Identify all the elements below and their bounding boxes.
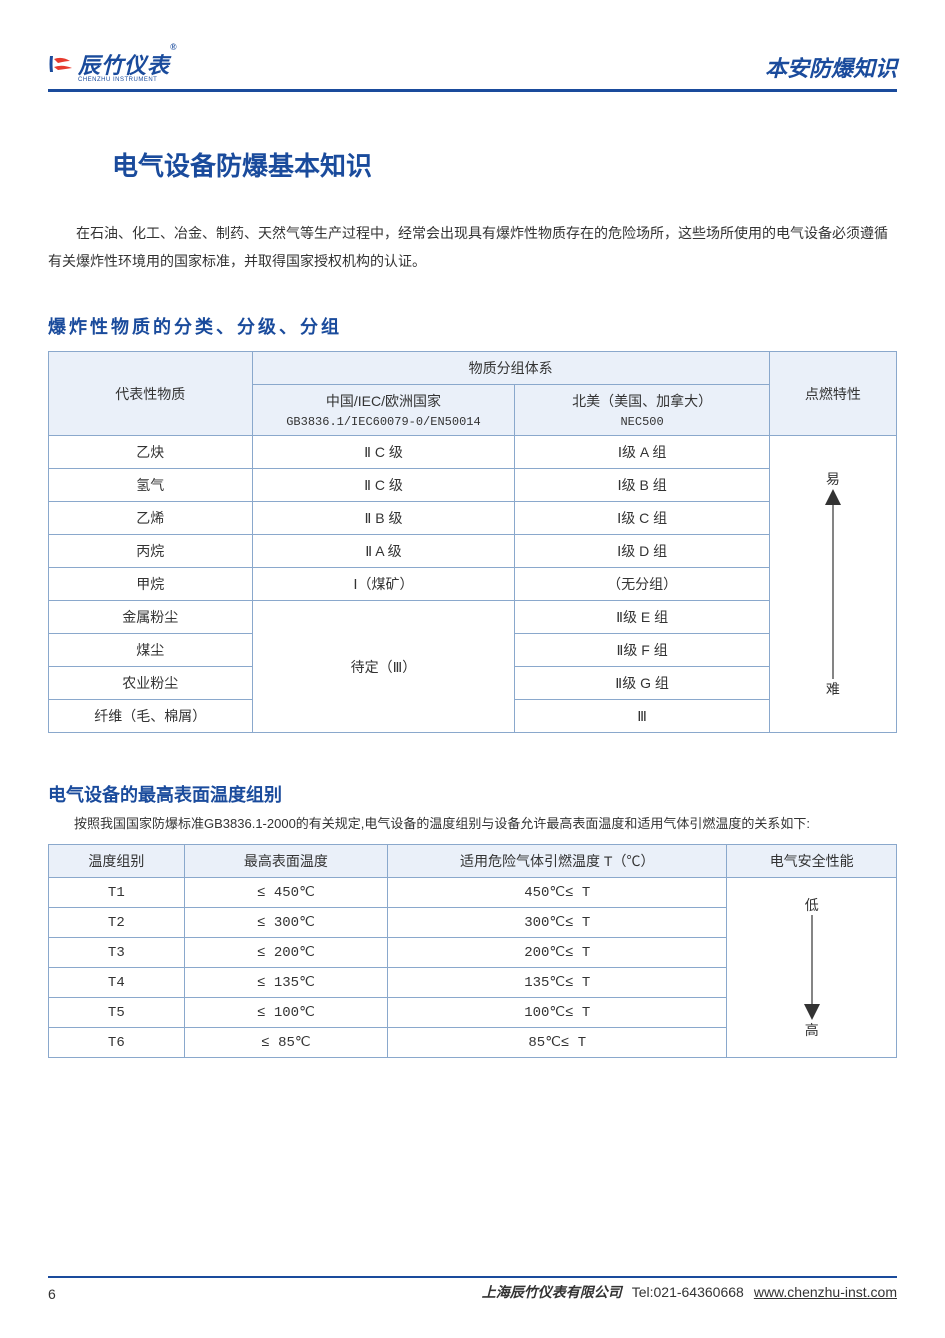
th-temp-group: 温度组别 [49, 845, 185, 878]
footer-url[interactable]: www.chenzhu-inst.com [754, 1284, 897, 1300]
page-footer: 6 上海辰竹仪表有限公司 Tel:021-64360668 www.chenzh… [48, 1276, 897, 1302]
up-arrow-icon [823, 489, 843, 679]
table-row: T1 ≤ 450℃ 450℃≤ T 低 高 [49, 878, 897, 908]
th-max-temp: 最高表面温度 [184, 845, 388, 878]
logo-registered: ® [170, 42, 178, 52]
th-cn-iec-sub: GB3836.1/IEC60079-0/EN50014 [257, 415, 511, 429]
th-safety: 电气安全性能 [727, 845, 897, 878]
th-na-sub: NEC500 [519, 415, 764, 429]
ignition-arrow-cell: 易 难 [769, 436, 896, 733]
section1-title: 爆炸性物质的分类、分级、分组 [48, 313, 897, 339]
th-gas-ignite: 适用危险气体引燃温度 T（℃） [388, 845, 727, 878]
table-row: 乙炔 Ⅱ C 级 Ⅰ级 A 组 易 难 [49, 436, 897, 469]
classification-table: 代表性物质 物质分组体系 点燃特性 中国/IEC/欧洲国家 GB3836.1/I… [48, 351, 897, 733]
temperature-table: 温度组别 最高表面温度 适用危险气体引燃温度 T（℃） 电气安全性能 T1 ≤ … [48, 844, 897, 1058]
section2-title: 电气设备的最高表面温度组别 [48, 781, 897, 807]
page-title: 电气设备防爆基本知识 [112, 146, 897, 183]
th-cn-iec: 中国/IEC/欧洲国家 GB3836.1/IEC60079-0/EN50014 [252, 385, 515, 436]
safety-arrow-cell: 低 高 [727, 878, 897, 1058]
dust-pending-cell: 待定（Ⅲ） [252, 601, 515, 733]
down-arrow-icon [802, 915, 822, 1020]
section2-note: 按照我国国家防爆标准GB3836.1-2000的有关规定,电气设备的温度组别与设… [48, 813, 897, 832]
safety-low-label: 低 [729, 895, 894, 915]
logo-text: 辰竹仪表® [78, 53, 178, 78]
page-number: 6 [48, 1286, 56, 1302]
th-substance: 代表性物质 [49, 352, 253, 436]
ignite-easy-label: 易 [772, 469, 894, 489]
intro-paragraph: 在石油、化工、冶金、制药、天然气等生产过程中，经常会出现具有爆炸性物质存在的危险… [48, 219, 897, 275]
th-group-system: 物质分组体系 [252, 352, 769, 385]
page-header: 辰竹仪表® CHENZHU INSTRUMENT 本安防爆知识 [48, 48, 897, 92]
ignite-hard-label: 难 [772, 679, 894, 699]
logo-mark-icon [48, 53, 74, 75]
footer-company: 上海辰竹仪表有限公司 [482, 1282, 622, 1302]
th-ignition: 点燃特性 [769, 352, 896, 436]
footer-tel: Tel:021-64360668 [632, 1284, 744, 1300]
header-category-title: 本安防爆知识 [765, 51, 897, 83]
safety-high-label: 高 [729, 1020, 894, 1040]
logo: 辰竹仪表® CHENZHU INSTRUMENT [48, 48, 178, 83]
th-na: 北美（美国、加拿大） NEC500 [515, 385, 769, 436]
